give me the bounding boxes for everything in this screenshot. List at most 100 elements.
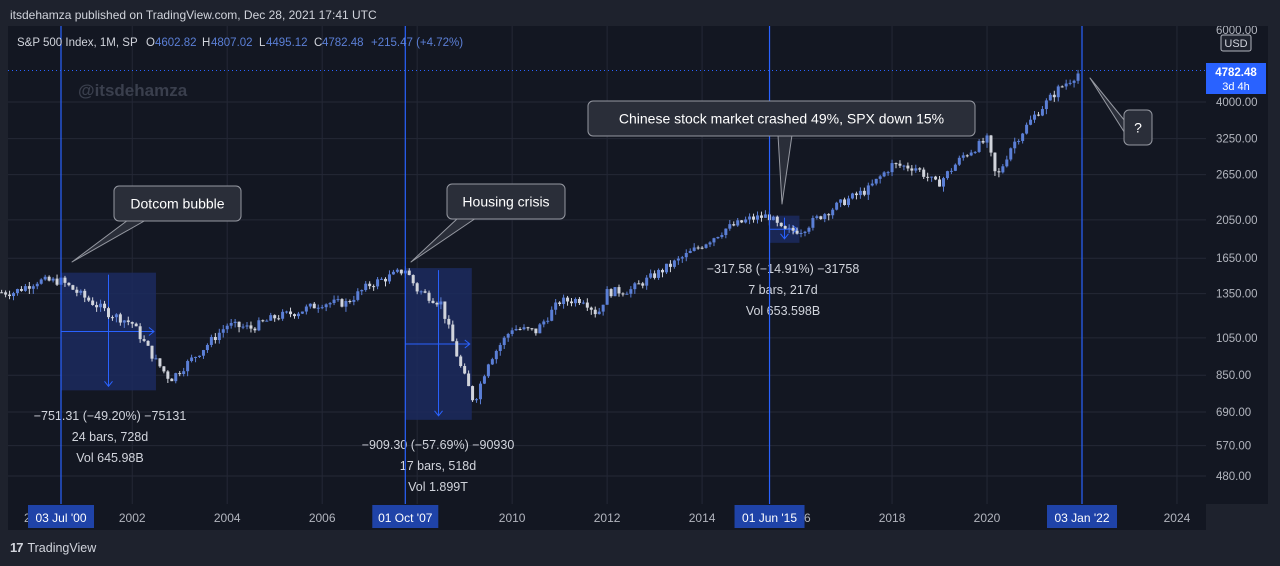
candle-body: [1072, 80, 1076, 83]
arrow-down-icon: [104, 381, 113, 388]
time-axis-panel[interactable]: [8, 504, 1206, 530]
candle-body: [1001, 166, 1005, 173]
candle-body: [566, 297, 570, 302]
candle-body: [463, 366, 467, 374]
price-tick-label: 2050.00: [1216, 215, 1258, 227]
candle-body: [755, 215, 759, 220]
candle-body: [850, 193, 854, 199]
candle-body: [906, 165, 910, 169]
date-marker[interactable]: [1047, 505, 1117, 528]
measure-text: 17 bars, 518d: [400, 459, 476, 473]
candle-body: [704, 244, 708, 248]
candle-body: [12, 293, 16, 297]
candle-body: [233, 321, 237, 323]
currency-label[interactable]: USD: [1224, 38, 1247, 50]
candle-body: [39, 279, 43, 284]
candle-body: [99, 303, 103, 308]
candle-body: [43, 276, 47, 280]
candle-body: [1064, 83, 1068, 87]
candle-body: [387, 274, 391, 282]
year-tick-label: 2018: [879, 511, 906, 525]
date-marker[interactable]: [28, 505, 94, 528]
candle-body: [581, 302, 585, 304]
legend[interactable]: S&P 500 Index, 1M, SP O 4602.82 H 4807.0…: [17, 37, 463, 49]
candle-body: [209, 336, 213, 345]
candle-body: [106, 308, 110, 318]
candle-body: [498, 345, 502, 351]
price-axis[interactable]: 6000.00 USD 4000.00 3250.00 2650.00 2050.00…: [1206, 26, 1266, 483]
candle-body: [87, 297, 91, 301]
measure-text: Vol 645.98B: [76, 451, 143, 465]
candle-body: [957, 157, 961, 165]
candle-body: [138, 326, 142, 340]
candle-body: [110, 317, 114, 319]
tradingview-logo-icon[interactable]: 17: [10, 540, 24, 555]
footer-brand[interactable]: TradingView: [27, 540, 97, 555]
candle-body: [514, 329, 518, 331]
price-tick-label: 2650.00: [1216, 170, 1258, 182]
candle-body: [526, 327, 530, 329]
footer[interactable]: 17 TradingView: [10, 540, 96, 555]
candle-body: [601, 304, 605, 312]
callout-text: Housing crisis: [462, 194, 549, 210]
year-tick-label: 2024: [1164, 511, 1191, 525]
candle-body: [518, 329, 522, 331]
candle-body: [949, 170, 953, 172]
legend-c-label: C: [314, 37, 322, 49]
candle-body: [443, 301, 447, 319]
chart-panel[interactable]: −751.31 (−49.20%) −75131 24 bars, 728d Vol…: [0, 26, 1280, 530]
candle-body: [759, 215, 763, 218]
candle-body: [692, 247, 696, 251]
candle-body: [1009, 148, 1013, 160]
arrow-right-icon: [464, 339, 471, 349]
candle-body: [854, 193, 858, 196]
candle-body: [930, 176, 934, 178]
year-tick-label: 2002: [119, 511, 146, 525]
date-marker[interactable]: [734, 505, 805, 528]
candle-body: [186, 361, 190, 372]
legend-symbol[interactable]: S&P 500 Index, 1M, SP: [17, 37, 138, 49]
candle-body: [237, 321, 241, 328]
candle-body: [637, 283, 641, 285]
callout-question[interactable]: ?: [1089, 77, 1153, 146]
candle-body: [217, 332, 221, 341]
arrow-down-icon: [434, 410, 443, 417]
measure-text: Vol 1.899T: [408, 480, 468, 494]
candle-body: [783, 226, 787, 229]
candle-body: [752, 216, 756, 220]
candle-body: [562, 297, 566, 305]
published-line: itsdehamza published on TradingView.com,…: [10, 8, 377, 22]
candle-body: [886, 172, 890, 174]
candle-body: [478, 383, 482, 400]
candle-body: [1021, 133, 1025, 141]
candle-body: [8, 294, 12, 297]
candle-body: [953, 164, 957, 171]
candle-body: [166, 371, 170, 379]
candle-body: [573, 299, 577, 304]
currency-button[interactable]: [1220, 34, 1252, 52]
candle-body: [146, 340, 150, 346]
candle-body: [225, 325, 229, 330]
callout-housing[interactable]: Housing crisis: [410, 183, 566, 263]
price-axis-panel[interactable]: [1206, 26, 1268, 504]
candle-body: [344, 301, 348, 307]
year-tick-label: 2010: [499, 511, 526, 525]
candle-body: [625, 293, 629, 295]
candle-body: [27, 286, 31, 289]
candle-body: [688, 250, 692, 253]
candle-body: [997, 171, 1001, 173]
price-chart[interactable]: −751.31 (−49.20%) −75131 24 bars, 728d Vol…: [0, 26, 1280, 530]
callout-text: Chinese stock market crashed 49%, SPX do…: [619, 111, 944, 127]
time-axis[interactable]: 2 6 200220042006200820102012201420182020…: [24, 505, 1191, 528]
measure-text: Vol 653.598B: [746, 304, 820, 318]
candle-body: [292, 314, 296, 317]
candle-body: [471, 386, 475, 401]
callout-china[interactable]: Chinese stock market crashed 49%, SPX do…: [587, 100, 976, 205]
callout-dotcom[interactable]: Dotcom bubble: [71, 185, 242, 263]
candle-body: [977, 141, 981, 152]
date-marker[interactable]: [372, 505, 439, 528]
arrow-down-icon: [780, 233, 789, 240]
candle-body: [882, 172, 886, 177]
last-price-tag: [1206, 63, 1266, 94]
candle-body: [316, 307, 320, 309]
